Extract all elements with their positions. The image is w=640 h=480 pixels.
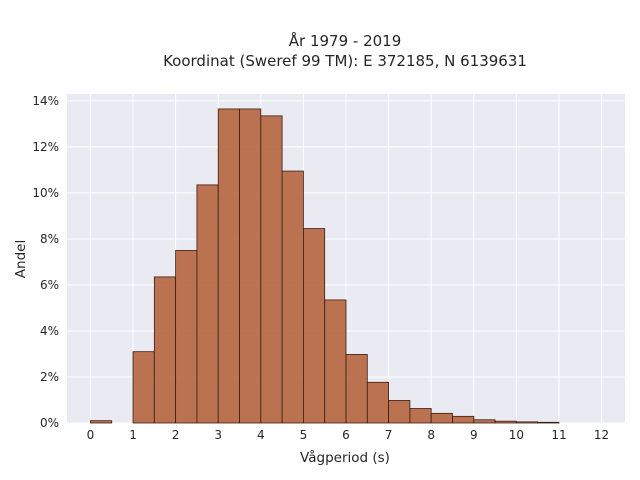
histogram-bar	[537, 421, 560, 424]
histogram-bar	[132, 351, 155, 424]
chart-title: År 1979 - 2019	[289, 31, 402, 50]
x-tick-label: 2	[172, 428, 180, 442]
y-tick-label: 12%	[32, 140, 59, 154]
histogram-bar	[409, 408, 432, 424]
histogram-bar	[430, 412, 453, 424]
histogram-bar	[196, 184, 219, 424]
x-tick-label: 11	[551, 428, 566, 442]
y-tick-label: 8%	[40, 232, 59, 246]
histogram-bar	[494, 420, 517, 424]
y-tick-label: 14%	[32, 94, 59, 108]
x-tick-label: 6	[342, 428, 350, 442]
x-tick-label: 10	[509, 428, 524, 442]
x-tick-label: 0	[87, 428, 95, 442]
x-tick-label: 9	[470, 428, 478, 442]
histogram-bar	[515, 421, 539, 424]
y-axis-label: Andel	[13, 240, 29, 278]
x-tick-label: 5	[300, 428, 308, 442]
histogram-bar	[90, 420, 113, 424]
histogram-bar	[452, 415, 475, 424]
histogram-bars	[90, 108, 560, 424]
y-tick-label: 6%	[40, 278, 59, 292]
histogram-bar	[473, 419, 496, 424]
histogram-bar	[324, 299, 347, 424]
histogram-bar	[239, 108, 262, 424]
histogram-bar	[388, 400, 411, 424]
x-tick-label: 7	[385, 428, 393, 442]
histogram-bar	[303, 228, 326, 424]
chart-subtitle: Koordinat (Sweref 99 TM): E 372185, N 61…	[163, 52, 527, 70]
y-tick-label: 10%	[32, 186, 59, 200]
histogram-bar	[345, 354, 368, 424]
x-tick-label: 8	[427, 428, 435, 442]
histogram-bar	[366, 381, 389, 424]
x-axis-ticks: 0 1 2 3 4 5 6 7 8 9 10 11 12	[87, 428, 610, 442]
x-tick-label: 12	[594, 428, 609, 442]
y-tick-label: 0%	[40, 416, 59, 430]
x-tick-label: 1	[129, 428, 137, 442]
x-tick-label: 4	[257, 428, 265, 442]
y-tick-label: 2%	[40, 370, 59, 384]
y-axis-ticks: 0% 2% 4% 6% 8% 10% 12% 14%	[32, 94, 59, 430]
histogram-bar	[217, 108, 240, 424]
x-axis-label: Vågperiod (s)	[300, 449, 390, 466]
histogram-bar	[281, 170, 304, 424]
histogram-bar	[153, 276, 177, 424]
histogram-bar	[175, 250, 198, 424]
y-tick-label: 4%	[40, 324, 59, 338]
histogram-bar	[260, 115, 283, 424]
x-tick-label: 3	[214, 428, 222, 442]
